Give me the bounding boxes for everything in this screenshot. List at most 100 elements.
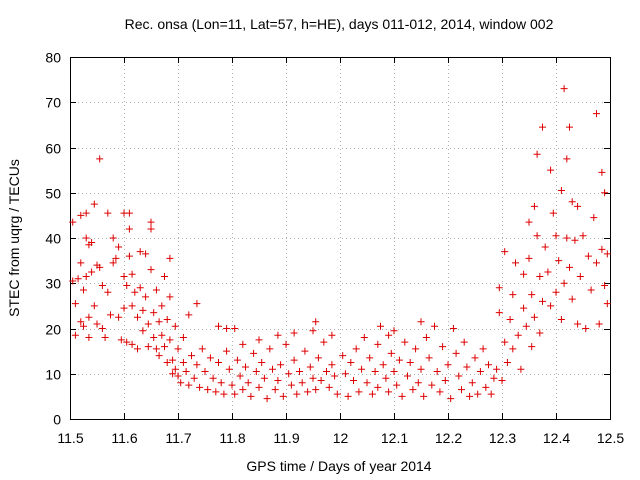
data-point xyxy=(574,320,582,328)
data-point xyxy=(579,232,587,240)
data-point xyxy=(134,345,141,353)
data-point xyxy=(557,186,565,194)
data-point xyxy=(255,336,263,344)
data-point xyxy=(255,383,263,391)
grid-lines xyxy=(70,57,610,419)
data-point xyxy=(125,209,133,217)
data-point xyxy=(304,388,312,396)
data-point xyxy=(185,311,193,319)
data-point xyxy=(493,365,501,373)
data-point xyxy=(185,381,193,389)
data-point xyxy=(150,334,158,342)
data-point xyxy=(333,390,341,398)
data-point xyxy=(139,327,147,335)
data-point xyxy=(69,218,77,226)
data-point xyxy=(136,248,144,256)
data-point xyxy=(150,309,158,317)
data-point xyxy=(177,379,185,387)
data-point xyxy=(393,381,401,389)
data-point xyxy=(328,331,336,339)
y-tick-label: 10 xyxy=(45,367,61,383)
data-point xyxy=(541,243,549,251)
x-axis-label: GPS time / Days of year 2014 xyxy=(246,458,431,474)
data-point xyxy=(277,361,285,369)
data-point xyxy=(603,250,611,258)
data-point xyxy=(179,358,187,366)
data-point xyxy=(312,386,320,394)
data-point xyxy=(161,272,168,280)
data-point xyxy=(390,327,398,335)
data-point xyxy=(549,209,557,217)
data-point xyxy=(98,325,106,332)
data-point xyxy=(161,343,168,351)
data-point xyxy=(290,356,298,364)
data-point xyxy=(236,372,244,380)
data-point xyxy=(171,322,179,330)
y-tick-label: 80 xyxy=(45,50,61,66)
data-point xyxy=(404,372,411,380)
data-point xyxy=(152,345,160,353)
data-point xyxy=(401,338,409,346)
data-point xyxy=(350,377,357,385)
data-point xyxy=(371,367,379,375)
data-point xyxy=(476,367,484,375)
data-point xyxy=(274,331,282,339)
x-tick-label: 12.3 xyxy=(489,430,516,446)
data-point xyxy=(382,374,390,382)
data-point xyxy=(252,367,260,375)
data-point xyxy=(320,338,328,346)
data-point xyxy=(341,370,349,378)
data-point xyxy=(374,383,382,391)
data-point xyxy=(152,286,160,294)
data-point xyxy=(220,390,228,398)
data-point xyxy=(166,336,174,344)
data-point xyxy=(123,282,131,290)
data-point xyxy=(368,390,376,398)
data-point xyxy=(590,214,598,222)
data-point xyxy=(512,259,519,267)
x-tick-label: 11.7 xyxy=(165,430,191,446)
y-tick-labels: 0 10 20 30 40 50 60 70 80 xyxy=(45,50,61,428)
data-point xyxy=(517,365,525,373)
data-point xyxy=(566,123,573,131)
data-point xyxy=(147,225,155,233)
data-point xyxy=(155,318,163,326)
data-point xyxy=(147,218,155,226)
data-point xyxy=(458,386,465,394)
data-point xyxy=(377,322,384,330)
x-tick-label: 11.5 xyxy=(57,430,83,446)
data-point xyxy=(363,379,371,387)
data-point xyxy=(215,358,222,366)
data-point xyxy=(104,209,112,217)
data-point xyxy=(109,234,117,242)
data-point xyxy=(522,322,530,330)
data-point xyxy=(417,365,425,373)
data-point xyxy=(444,361,452,369)
data-point xyxy=(325,383,333,391)
data-point xyxy=(204,386,212,394)
data-point xyxy=(80,286,87,294)
data-point xyxy=(571,236,579,244)
data-point xyxy=(131,288,139,296)
data-point xyxy=(574,202,582,210)
data-point xyxy=(309,374,317,382)
data-point xyxy=(514,331,522,339)
y-tick-label: 50 xyxy=(45,186,61,202)
data-point xyxy=(463,363,471,371)
data-point xyxy=(163,315,171,323)
data-point xyxy=(555,257,563,265)
data-point xyxy=(312,318,320,326)
data-point xyxy=(593,110,600,118)
data-point xyxy=(98,282,106,290)
data-point xyxy=(107,311,114,319)
data-point xyxy=(285,370,293,378)
data-point xyxy=(163,358,171,366)
data-point xyxy=(198,345,206,353)
data-point xyxy=(498,377,506,385)
data-point xyxy=(260,374,268,382)
data-point xyxy=(104,288,112,296)
x-tick-labels: 11.5 11.6 11.7 11.8 11.9 12 12.1 12.2 12.3 12.4 12… xyxy=(57,430,624,446)
data-point xyxy=(387,349,395,357)
data-point xyxy=(269,365,276,373)
